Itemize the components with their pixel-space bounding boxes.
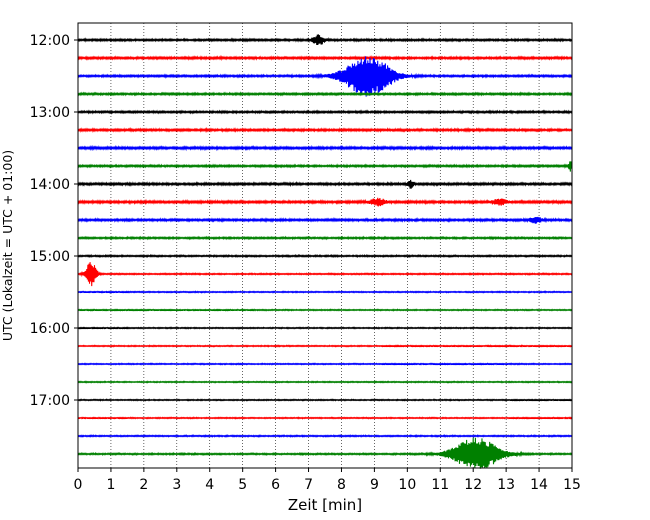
x-tick-label: 8 (337, 477, 346, 493)
trace-16-15 (77, 344, 573, 348)
y-axis-label: UTC (Lokalzeit = UTC + 01:00) (0, 150, 15, 341)
grid (110, 23, 540, 468)
trace-15-00 (77, 253, 573, 259)
trace-13-30 (77, 144, 573, 152)
trace-14-45 (77, 235, 573, 241)
x-tick-label: 5 (238, 477, 247, 493)
trace-15-15 (77, 262, 573, 287)
x-tick-label: 14 (530, 477, 548, 493)
trace-group (77, 34, 573, 469)
trace-12-30 (77, 56, 573, 97)
y-tick-label: 13:00 (30, 105, 70, 121)
trace-14-30 (77, 216, 573, 224)
trace-12-00 (77, 34, 573, 46)
y-tick-label: 12:00 (30, 33, 70, 49)
x-tick-label: 7 (304, 477, 313, 493)
x-tick-label: 12 (464, 477, 482, 493)
trace-17-00 (77, 398, 573, 402)
y-axis: 12:00 13:00 14:00 15:00 16:00 17:00 (30, 33, 78, 409)
x-tick-label: 15 (563, 477, 581, 493)
y-tick-label: 16:00 (30, 321, 70, 337)
trace-17-15 (77, 416, 573, 420)
x-tick-label: 13 (497, 477, 515, 493)
trace-14-15 (77, 197, 573, 207)
trace-15-30 (77, 290, 573, 294)
x-tick-label: 0 (74, 477, 83, 493)
x-axis-label: Zeit [min] (288, 496, 362, 514)
x-tick-label: 9 (370, 477, 379, 493)
y-tick-label: 15:00 (30, 249, 70, 265)
x-tick-label: 4 (205, 477, 214, 493)
trace-16-45 (77, 380, 573, 384)
trace-15-45 (77, 308, 573, 312)
x-tick-label: 11 (431, 477, 449, 493)
trace-13-15 (77, 126, 573, 133)
plot-frame (77, 22, 573, 469)
x-axis: 0 1 2 3 4 5 6 7 8 9 10 11 12 13 14 15 (74, 468, 581, 493)
x-tick-label: 1 (106, 477, 115, 493)
x-tick-label: 3 (172, 477, 181, 493)
trace-13-45 (77, 161, 573, 172)
trace-17-45 (77, 437, 573, 469)
trace-12-15 (77, 54, 573, 62)
x-tick-label: 6 (271, 477, 280, 493)
trace-16-00 (77, 326, 573, 330)
trace-13-00 (77, 109, 573, 115)
trace-16-30 (77, 362, 573, 366)
x-tick-label: 10 (398, 477, 416, 493)
x-tick-label: 2 (139, 477, 148, 493)
trace-14-00 (77, 179, 573, 189)
y-tick-label: 17:00 (30, 393, 70, 409)
y-tick-label: 14:00 (30, 177, 70, 193)
trace-17-30 (77, 433, 573, 438)
trace-12-45 (77, 91, 573, 97)
